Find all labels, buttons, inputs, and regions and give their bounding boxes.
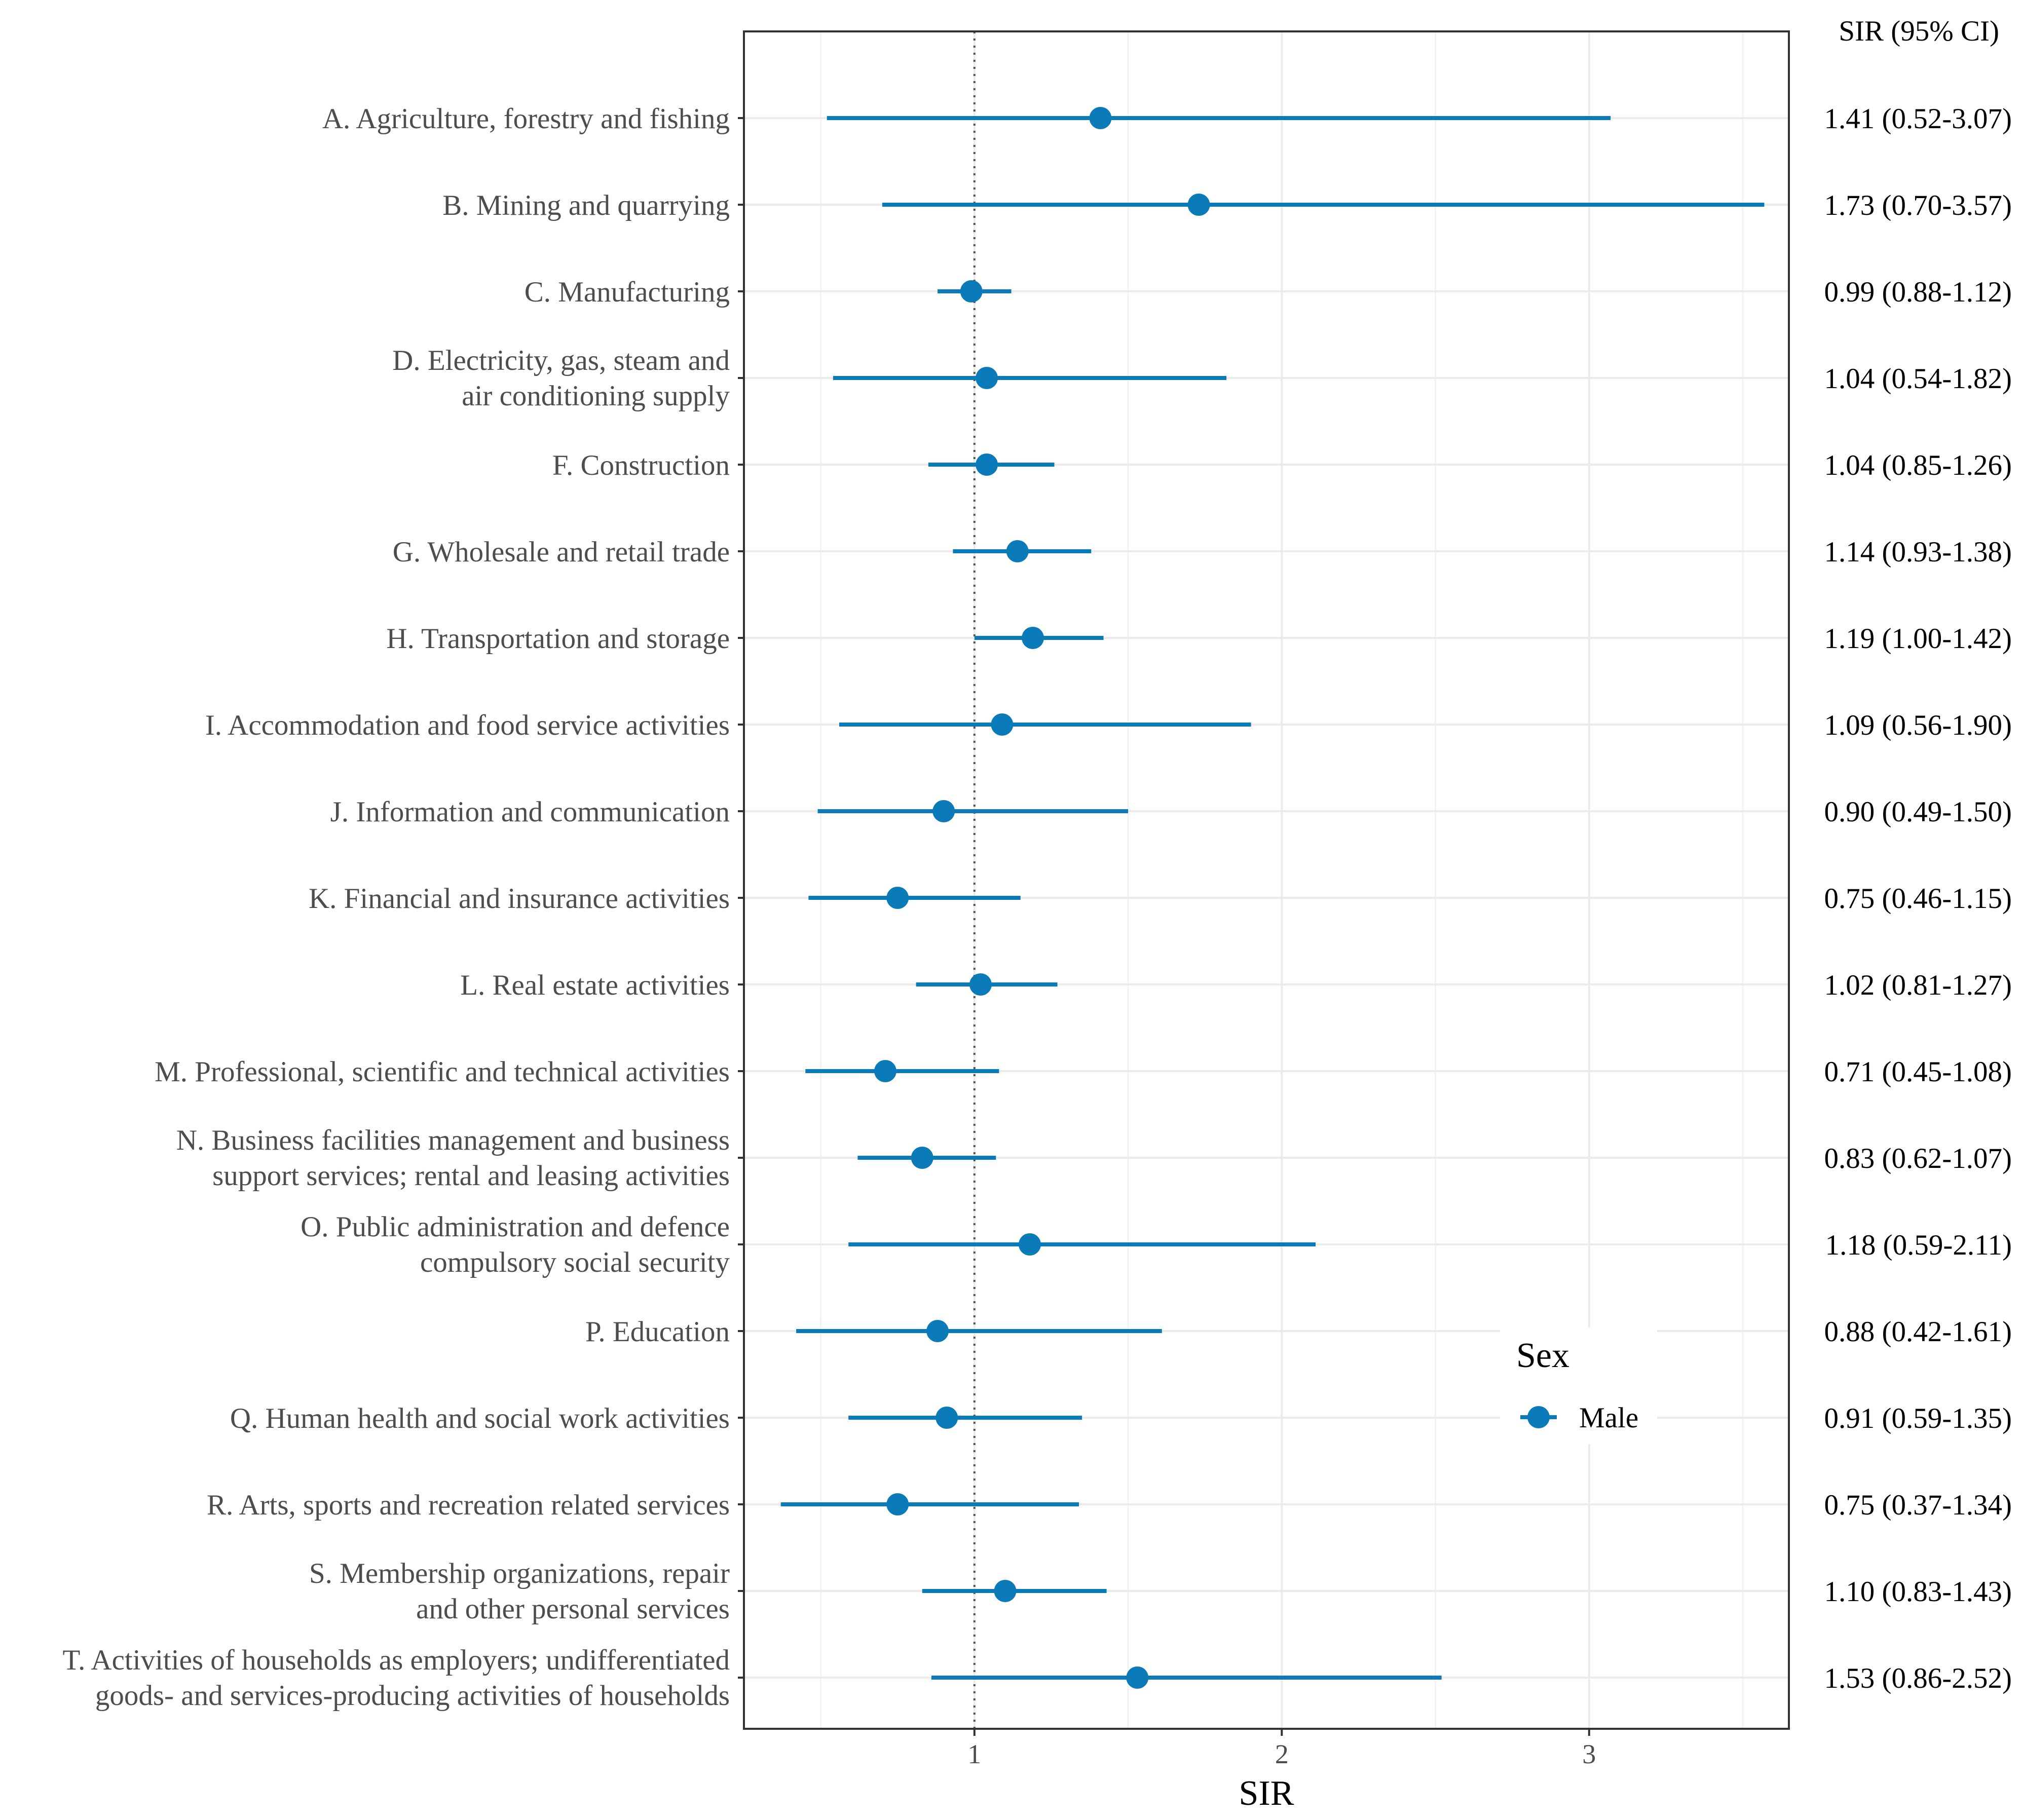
- sir-ci-value: 1.04 (0.85-1.26): [1824, 449, 2012, 481]
- sir-ci-value: 1.41 (0.52-3.07): [1824, 103, 2012, 135]
- sir-point: [991, 713, 1014, 736]
- sir-point: [932, 800, 955, 822]
- legend: Sex Male: [1500, 1328, 1657, 1444]
- sir-ci-value: 0.83 (0.62-1.07): [1824, 1143, 2012, 1174]
- sir-ci-value: 0.88 (0.42-1.61): [1824, 1316, 2012, 1348]
- sir-point: [1187, 194, 1210, 216]
- sir-point: [1126, 1666, 1149, 1689]
- sir-point: [874, 1060, 896, 1082]
- category-label: F. Construction: [552, 449, 730, 481]
- category-label: I. Accommodation and food service activi…: [205, 709, 730, 741]
- plot-panel-border: [743, 30, 1790, 1730]
- x-axis-title: SIR: [1239, 1774, 1294, 1813]
- sir-ci-value: 1.19 (1.00-1.42): [1824, 623, 2012, 655]
- category-label: A. Agriculture, forestry and fishing: [322, 103, 730, 135]
- category-label: B. Mining and quarrying: [442, 189, 730, 221]
- sir-ci-value: 1.10 (0.83-1.43): [1824, 1576, 2012, 1608]
- sir-point: [1022, 627, 1044, 649]
- sir-ci-value: 0.75 (0.37-1.34): [1824, 1489, 2012, 1521]
- sir-ci-value: 0.90 (0.49-1.50): [1824, 796, 2012, 828]
- category-label: N. Business facilities management and bu…: [176, 1124, 730, 1192]
- sir-point: [969, 973, 992, 996]
- value-column: 1.41 (0.52-3.07) 1.73 (0.70-3.57) 0.99 (0.…: [1824, 103, 2012, 1694]
- sir-point: [976, 367, 998, 389]
- category-label: T. Activities of households as employers…: [62, 1644, 730, 1712]
- category-labels: A. Agriculture, forestry and fishing B. M…: [62, 103, 744, 1712]
- category-label: J. Information and communication: [330, 796, 730, 828]
- sir-ci-value: 1.18 (0.59-2.11): [1825, 1229, 2012, 1261]
- legend-item-male: Male: [1579, 1402, 1638, 1434]
- sir-ci-value: 0.71 (0.45-1.08): [1824, 1056, 2012, 1088]
- category-label: D. Electricity, gas, steam and air condit…: [392, 345, 730, 412]
- sir-ci-value: 1.04 (0.54-1.82): [1824, 363, 2012, 395]
- legend-title: Sex: [1516, 1336, 1569, 1375]
- category-label: K. Financial and insurance activities: [309, 883, 730, 915]
- category-label: R. Arts, sports and recreation related s…: [207, 1489, 730, 1521]
- sir-point: [911, 1147, 933, 1169]
- category-label: G. Wholesale and retail trade: [393, 536, 730, 568]
- x-tick-label: 3: [1582, 1739, 1596, 1769]
- sir-ci-value: 1.73 (0.70-3.57): [1824, 189, 2012, 221]
- sir-ci-value: 1.09 (0.56-1.90): [1824, 709, 2012, 741]
- sir-point: [886, 887, 909, 909]
- legend-background: [1500, 1328, 1657, 1444]
- category-label: O. Public administration and defence comp…: [301, 1211, 730, 1278]
- sir-ci-value: 0.99 (0.88-1.12): [1824, 276, 2012, 308]
- sir-point: [935, 1407, 958, 1429]
- sir-ci-value: 0.75 (0.46-1.15): [1824, 883, 2012, 915]
- sir-point: [1019, 1233, 1041, 1256]
- sir-ci-value: 0.91 (0.59-1.35): [1824, 1402, 2012, 1434]
- legend-key-point: [1527, 1406, 1550, 1428]
- category-label: H. Transportation and storage: [386, 623, 730, 655]
- sir-point: [976, 453, 998, 476]
- sir-point: [1089, 107, 1112, 129]
- sir-point: [960, 280, 983, 302]
- sir-ci-value: 1.14 (0.93-1.38): [1824, 536, 2012, 568]
- sir-point: [886, 1493, 909, 1515]
- category-label: S. Membership organizations, repair and o…: [309, 1558, 730, 1625]
- category-label: M. Professional, scientific and technica…: [155, 1056, 730, 1088]
- sir-ci-value: 1.02 (0.81-1.27): [1824, 969, 2012, 1001]
- marks-layer: [780, 107, 1765, 1689]
- x-tick-label: 2: [1275, 1739, 1289, 1769]
- sir-ci-value: 1.53 (0.86-2.52): [1824, 1662, 2012, 1694]
- sir-point: [994, 1580, 1017, 1602]
- sir-point: [926, 1320, 949, 1342]
- category-label: L. Real estate activities: [460, 969, 730, 1001]
- sir-point: [1006, 540, 1029, 562]
- x-axis: 1 2 3: [967, 1729, 1596, 1769]
- category-label: C. Manufacturing: [525, 276, 730, 308]
- category-label: Q. Human health and social work activiti…: [230, 1402, 730, 1434]
- x-tick-label: 1: [967, 1739, 981, 1769]
- category-label: P. Education: [585, 1316, 730, 1348]
- value-column-header: SIR (95% CI): [1839, 15, 1999, 47]
